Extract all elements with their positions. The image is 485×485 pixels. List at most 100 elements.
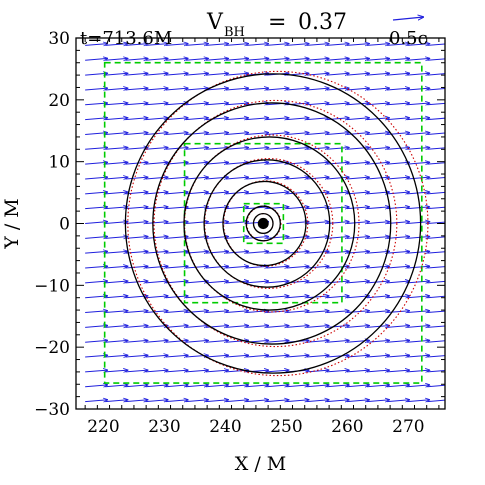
vector-arrow bbox=[407, 281, 430, 283]
vector-arrow bbox=[366, 311, 390, 313]
vector-arrow bbox=[165, 88, 189, 90]
vector-arrow bbox=[266, 326, 289, 328]
vector-arrow bbox=[125, 326, 148, 328]
vector-arrow bbox=[145, 296, 169, 298]
vector-arrow bbox=[205, 192, 229, 194]
vector-arrow bbox=[85, 340, 108, 342]
vector-arrow bbox=[366, 266, 390, 268]
vector-arrow bbox=[387, 162, 410, 164]
vector-arrow bbox=[286, 118, 309, 120]
solid-contour bbox=[124, 73, 422, 374]
vector-arrow bbox=[286, 237, 309, 239]
vector-arrow bbox=[366, 207, 390, 209]
vector-field bbox=[85, 44, 445, 402]
vector-arrow bbox=[165, 207, 189, 209]
vector-arrow bbox=[387, 251, 410, 253]
vector-arrow bbox=[306, 58, 330, 60]
vector-arrow bbox=[407, 370, 430, 372]
vector-arrow bbox=[346, 222, 370, 224]
vector-arrow bbox=[346, 88, 370, 90]
vector-arrow bbox=[225, 177, 249, 179]
vector-arrow bbox=[225, 311, 249, 313]
vector-arrow bbox=[246, 311, 269, 313]
vector-arrow bbox=[205, 222, 229, 224]
vector-arrow bbox=[246, 400, 269, 402]
vector-arrow bbox=[266, 58, 289, 60]
vector-arrow bbox=[225, 133, 249, 135]
vector-arrow bbox=[125, 192, 148, 194]
vector-arrow bbox=[427, 384, 445, 388]
vector-arrow bbox=[427, 177, 445, 180]
vector-arrow bbox=[246, 281, 269, 283]
vector-arrow bbox=[185, 266, 209, 268]
vector-arrow bbox=[145, 147, 169, 149]
vector-arrow bbox=[427, 355, 445, 358]
vector-arrow bbox=[407, 222, 430, 224]
vector-arrow bbox=[306, 281, 330, 283]
vector-arrow bbox=[427, 325, 445, 328]
vector-arrow bbox=[366, 222, 390, 224]
vector-arrow bbox=[306, 311, 330, 313]
vector-arrow bbox=[105, 400, 128, 402]
vector-arrow bbox=[326, 44, 350, 46]
vector-arrow bbox=[246, 133, 269, 135]
vector-arrow bbox=[225, 162, 249, 164]
x-tick-label: 270 bbox=[392, 417, 424, 437]
vector-arrow bbox=[225, 222, 249, 224]
vector-arrow bbox=[266, 251, 289, 253]
vector-arrow bbox=[225, 103, 249, 105]
vector-arrow bbox=[125, 355, 148, 357]
vector-arrow bbox=[326, 222, 350, 224]
y-axis-label: Y / M bbox=[1, 198, 23, 249]
vector-arrow bbox=[286, 133, 309, 135]
vector-arrow bbox=[387, 281, 410, 283]
vector-arrow bbox=[407, 237, 430, 239]
vector-arrow bbox=[387, 147, 410, 149]
vector-arrow bbox=[185, 311, 209, 313]
vector-arrow bbox=[346, 385, 370, 387]
y-tick-label: 20 bbox=[48, 91, 70, 111]
vector-arrow bbox=[286, 311, 309, 313]
x-tick-label: 260 bbox=[331, 417, 363, 437]
vector-arrow bbox=[85, 88, 108, 90]
vector-arrow bbox=[185, 162, 209, 164]
vector-arrow bbox=[266, 385, 289, 387]
vector-arrow bbox=[306, 237, 330, 239]
vector-arrow bbox=[366, 400, 390, 402]
vector-arrow bbox=[225, 400, 249, 402]
solid-contour bbox=[245, 205, 281, 242]
vector-arrow bbox=[125, 237, 148, 239]
vector-arrow bbox=[125, 370, 148, 372]
vector-arrow bbox=[427, 266, 445, 269]
vector-arrow bbox=[145, 207, 169, 209]
vector-arrow bbox=[306, 326, 330, 328]
velocity-label: V BH = 0.37 bbox=[206, 10, 347, 40]
vector-arrow bbox=[366, 73, 390, 75]
vector-arrow bbox=[185, 88, 209, 90]
vector-arrow bbox=[125, 133, 148, 135]
vector-arrow bbox=[387, 370, 410, 372]
x-tick-label: 220 bbox=[87, 417, 119, 437]
vector-arrow bbox=[145, 177, 169, 179]
vector-arrow bbox=[387, 385, 410, 387]
vector-arrow bbox=[185, 340, 209, 342]
vector-arrow bbox=[266, 355, 289, 357]
vector-arrow bbox=[125, 207, 148, 209]
vector-arrow bbox=[225, 58, 249, 60]
vector-arrow bbox=[326, 58, 350, 60]
vector-arrow bbox=[85, 311, 108, 313]
vector-arrow bbox=[266, 133, 289, 135]
vector-arrow bbox=[326, 266, 350, 268]
vector-arrow bbox=[145, 370, 169, 372]
vector-arrow bbox=[346, 177, 370, 179]
vector-arrow bbox=[286, 44, 309, 46]
vector-arrow bbox=[246, 88, 269, 90]
vector-arrow bbox=[387, 296, 410, 298]
time-label: t=713.6M bbox=[80, 28, 172, 49]
refinement-box bbox=[103, 61, 423, 384]
vector-arrow bbox=[185, 370, 209, 372]
vector-arrow bbox=[165, 177, 189, 179]
vector-arrow bbox=[407, 73, 430, 75]
vector-arrow bbox=[387, 177, 410, 179]
vector-arrow bbox=[306, 88, 330, 90]
